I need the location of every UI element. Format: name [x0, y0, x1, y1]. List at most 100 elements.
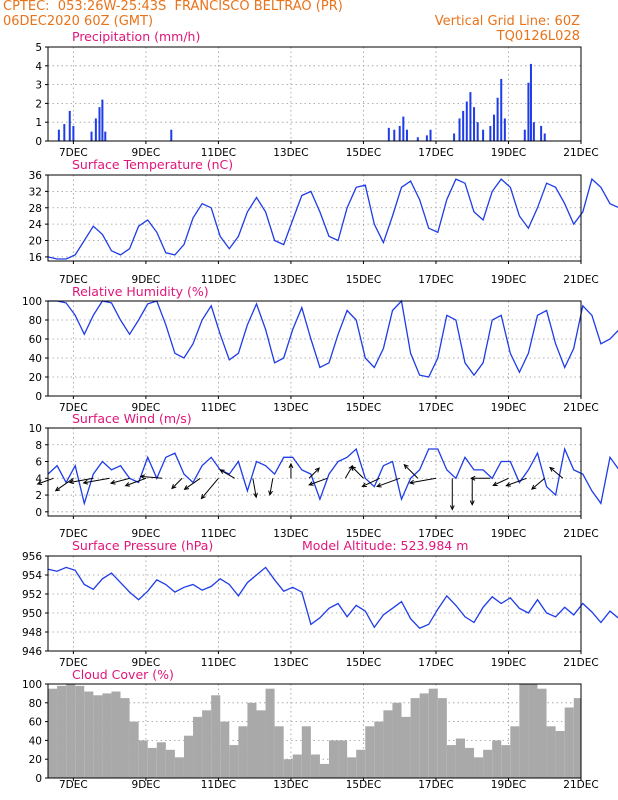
x-tick-label: 21DEC: [563, 402, 598, 414]
y-tick-label: 948: [22, 627, 42, 639]
y-tick-label: 60: [29, 334, 42, 346]
y-tick-label: 5: [35, 42, 42, 54]
precip-bar: [68, 110, 71, 141]
cloud-bar: [410, 698, 420, 778]
wind-arrow: [470, 475, 491, 481]
panel-title: Cloud Cover (%): [72, 667, 174, 682]
panel-1: 0 1 2 3 4 5 7DEC 9DEC 11DEC 13DEC 15DEC 17DEC 19DEC 2…: [35, 29, 598, 159]
x-tick-label: 7DEC: [59, 528, 88, 540]
y-tick-label: 10: [29, 423, 42, 435]
precip-bar: [523, 129, 526, 141]
x-tick-label: 21DEC: [563, 147, 598, 159]
precip-bar: [170, 129, 173, 141]
cloud-bar: [374, 721, 384, 778]
y-tick-label: 20: [29, 236, 42, 248]
cloud-bar: [265, 688, 275, 778]
y-tick-label: 24: [29, 219, 43, 231]
wind-arrow: [54, 477, 74, 492]
cloud-bar: [274, 726, 284, 778]
precip-bar: [527, 82, 530, 141]
y-tick-label: 4: [35, 473, 42, 485]
x-tick-label: 11DEC: [201, 657, 236, 669]
plot-frame: [47, 174, 582, 262]
x-tick-label: 15DEC: [346, 528, 381, 540]
x-tick-label: 13DEC: [273, 779, 308, 791]
y-tick-label: 28: [29, 203, 42, 215]
cloud-bar: [510, 726, 520, 778]
x-tick-label: 13DEC: [273, 528, 308, 540]
cloud-bar: [564, 707, 574, 778]
x-tick-label: 17DEC: [418, 528, 453, 540]
x-tick-label: 15DEC: [346, 657, 381, 669]
y-tick-label: 1: [35, 117, 42, 129]
precip-bar: [465, 101, 468, 141]
y-tick-label: 60: [29, 717, 42, 729]
wind-arrow: [449, 478, 455, 511]
cloud-bar: [229, 745, 239, 778]
series-line: [47, 566, 618, 629]
x-tick-label: 9DEC: [132, 402, 161, 414]
cloud-bar: [102, 693, 112, 778]
x-tick-label: 19DEC: [491, 528, 526, 540]
x-tick-label: 9DEC: [132, 147, 161, 159]
x-tick-label: 9DEC: [132, 657, 161, 669]
cloud-bar: [147, 747, 157, 778]
cloud-bar: [138, 740, 148, 778]
y-tick-label: 3: [35, 80, 42, 92]
wind-arrow: [109, 477, 130, 485]
cloud-bar: [573, 698, 581, 778]
x-tick-label: 7DEC: [59, 402, 88, 414]
x-tick-label: 17DEC: [418, 147, 453, 159]
panel-title: Relative Humidity (%): [72, 284, 209, 299]
y-tick-label: 100: [22, 296, 42, 308]
precip-bar: [492, 114, 495, 141]
cloud-bar: [111, 691, 121, 778]
panel-6: 0 20 40 60 80 100 7DEC 9DEC 11DEC 13DEC 15DEC 17DEC…: [22, 667, 599, 791]
cloud-bar: [129, 721, 139, 778]
panel-subtitle: Model Altitude: 523.984 m: [302, 538, 468, 553]
precip-bar: [57, 129, 60, 141]
x-tick-label: 19DEC: [491, 274, 526, 286]
cloud-bar: [202, 710, 212, 778]
precip-bar: [476, 122, 479, 141]
precip-bar: [453, 133, 456, 141]
cloud-bar: [546, 726, 556, 778]
wind-arrow: [200, 477, 219, 500]
precip-bar: [425, 135, 428, 141]
header-grid-line-note: Vertical Grid Line: 60Z: [434, 14, 580, 29]
y-tick-label: 950: [22, 608, 42, 620]
cloud-bar: [211, 695, 221, 778]
y-tick-label: 0: [35, 773, 42, 785]
cloud-bar: [419, 693, 429, 778]
cloud-bar: [365, 726, 375, 778]
precip-bar: [72, 125, 75, 141]
panel-3: 0 20 40 60 80 100 7DEC 9DEC 11DEC 13DEC 15DEC 17DEC…: [22, 284, 618, 414]
x-tick-label: 11DEC: [201, 147, 236, 159]
x-tick-label: 13DEC: [273, 402, 308, 414]
panel-5: 946 948 950 952 954 956 7DEC 9DEC 11DEC 13DEC 15DE…: [22, 538, 618, 669]
x-tick-label: 19DEC: [491, 657, 526, 669]
cloud-bar: [66, 684, 76, 778]
precip-bar: [489, 125, 492, 141]
wind-arrow: [183, 477, 201, 490]
plot-frame: [47, 683, 582, 779]
y-tick-label: 954: [22, 570, 42, 582]
cloud-bar: [519, 684, 529, 778]
series-line: [48, 299, 618, 378]
y-tick-label: 36: [29, 170, 43, 182]
cloud-bar: [93, 695, 103, 778]
panel-title: Surface Temperature (nC): [72, 157, 233, 172]
x-tick-label: 15DEC: [346, 274, 381, 286]
y-tick-label: 2: [35, 490, 42, 502]
x-tick-label: 21DEC: [563, 528, 598, 540]
cloud-bar: [528, 684, 538, 778]
plot-frame: [47, 427, 582, 517]
cloud-bar: [57, 685, 67, 778]
x-tick-label: 11DEC: [201, 779, 236, 791]
precip-bar: [503, 118, 506, 141]
cloud-bar: [193, 716, 203, 778]
wind-arrow: [344, 464, 354, 479]
x-tick-label: 15DEC: [346, 779, 381, 791]
cloud-bar: [401, 716, 411, 778]
wind-arrow: [171, 477, 183, 490]
